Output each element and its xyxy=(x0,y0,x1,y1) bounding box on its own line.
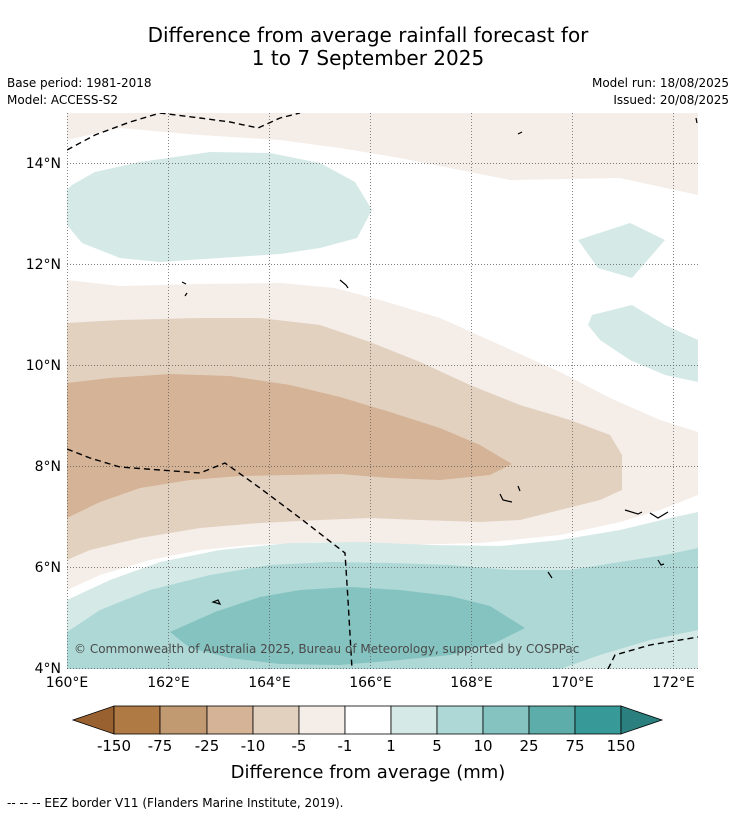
colorbar-swatch xyxy=(528,705,576,735)
cb-tick-2: -25 xyxy=(195,737,220,755)
colorbar-tick-labels: -150 -75 -25 -10 -5 -1 1 5 10 25 75 150 xyxy=(97,737,635,755)
colorbar-title: Difference from average (mm) xyxy=(231,762,506,783)
base-period-text: Base period: 1981-2018 xyxy=(7,76,152,90)
colorbar-swatch xyxy=(574,705,622,735)
colorbar-extend-low xyxy=(71,705,115,735)
copyright-text: © Commonwealth of Australia 2025, Bureau… xyxy=(74,642,579,656)
lat-tick-8: 8°N xyxy=(35,459,61,475)
colorbar-swatch xyxy=(482,705,530,735)
rainfall-map: © Commonwealth of Australia 2025, Bureau… xyxy=(26,113,698,783)
cb-tick-9: 25 xyxy=(519,737,538,755)
lat-tick-10: 10°N xyxy=(26,358,61,374)
cb-tick-0: -150 xyxy=(97,737,131,755)
lon-tick-160: 160°E xyxy=(46,675,89,691)
latitude-tick-labels: 14°N 12°N 10°N 8°N 6°N 4°N xyxy=(26,156,61,677)
colorbar-swatch xyxy=(206,705,254,735)
cb-tick-10: 75 xyxy=(565,737,584,755)
lon-tick-170: 170°E xyxy=(551,675,594,691)
eez-border-north xyxy=(67,113,301,151)
lon-tick-166: 166°E xyxy=(349,675,392,691)
cb-tick-7: 5 xyxy=(432,737,442,755)
colorbar-swatch xyxy=(252,705,300,735)
eez-border-west xyxy=(67,448,353,669)
contour-wet-10mm xyxy=(170,587,525,665)
eez-border-east xyxy=(607,636,698,669)
contour-wet-light-nw xyxy=(67,152,372,262)
lon-tick-164: 164°E xyxy=(248,675,291,691)
eez-footnote: -- -- -- EEZ border V11 (Flanders Marine… xyxy=(7,796,344,810)
colorbar-swatch xyxy=(344,705,392,735)
lon-tick-168: 168°E xyxy=(450,675,493,691)
contour-layers xyxy=(67,113,698,669)
colorbar-extend-high xyxy=(620,705,664,735)
island-outlines xyxy=(181,117,698,605)
cb-tick-4: -5 xyxy=(292,737,307,755)
colorbar-swatch xyxy=(298,705,346,735)
lat-tick-6: 6°N xyxy=(35,560,61,576)
colorbar xyxy=(71,705,664,735)
lat-tick-14: 14°N xyxy=(26,156,61,172)
contour-dry-10mm xyxy=(67,374,512,518)
colorbar-swatch xyxy=(390,705,438,735)
eez-border-lines xyxy=(67,113,698,669)
colorbar-swatch xyxy=(113,705,161,735)
longitude-tick-labels: 160°E 162°E 164°E 166°E 168°E 170°E 172°… xyxy=(46,675,695,691)
chart-title-line2: 1 to 7 September 2025 xyxy=(251,46,485,70)
contour-dry-light-north xyxy=(67,113,698,195)
contour-wet-light-east2 xyxy=(588,305,698,382)
cb-tick-5: -1 xyxy=(338,737,353,755)
cb-tick-6: 1 xyxy=(386,737,396,755)
issued-text: Issued: 20/08/2025 xyxy=(613,93,729,107)
lon-tick-162: 162°E xyxy=(147,675,190,691)
chart-title-line1: Difference from average rainfall forecas… xyxy=(147,23,589,47)
lat-tick-4: 4°N xyxy=(35,661,61,677)
model-text: Model: ACCESS-S2 xyxy=(7,93,119,107)
lat-tick-12: 12°N xyxy=(26,257,61,273)
contour-wet-5mm-se xyxy=(560,630,698,669)
cb-tick-1: -75 xyxy=(148,737,173,755)
colorbar-swatch xyxy=(159,705,208,735)
cb-tick-11: 150 xyxy=(607,737,636,755)
colorbar-swatch xyxy=(436,705,484,735)
gridlines xyxy=(67,113,698,669)
cb-tick-8: 10 xyxy=(473,737,492,755)
lon-tick-172: 172°E xyxy=(652,675,695,691)
cb-tick-3: -10 xyxy=(241,737,266,755)
model-run-text: Model run: 18/08/2025 xyxy=(591,76,729,90)
